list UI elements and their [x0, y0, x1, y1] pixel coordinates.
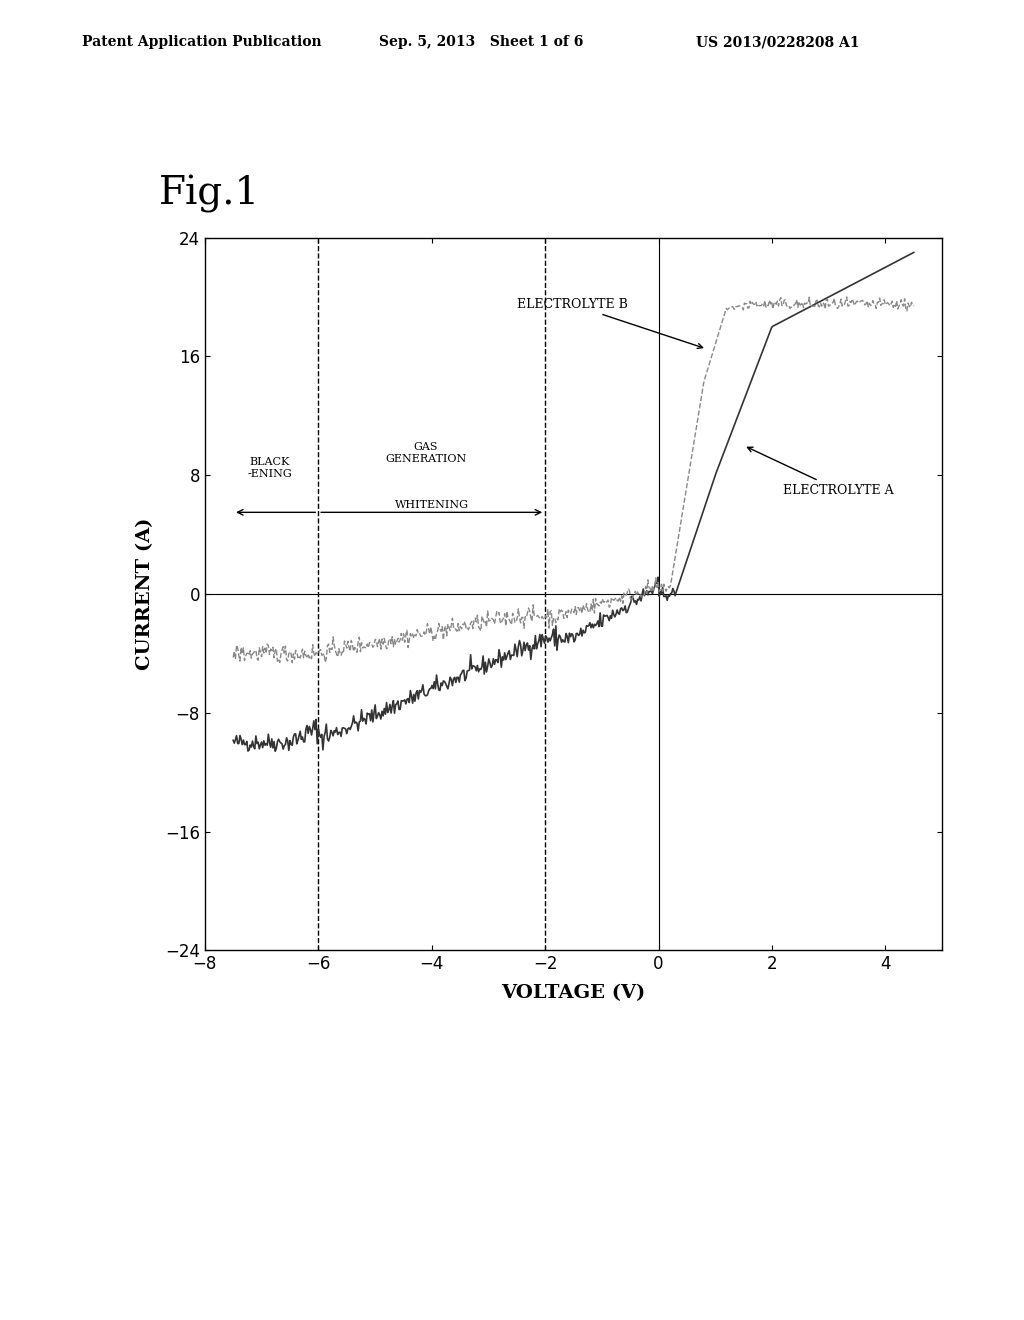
Text: ELECTROLYTE A: ELECTROLYTE A: [748, 447, 894, 496]
Text: Patent Application Publication: Patent Application Publication: [82, 36, 322, 49]
Text: ELECTROLYTE B: ELECTROLYTE B: [517, 298, 702, 348]
Text: Sep. 5, 2013   Sheet 1 of 6: Sep. 5, 2013 Sheet 1 of 6: [379, 36, 584, 49]
Text: US 2013/0228208 A1: US 2013/0228208 A1: [696, 36, 860, 49]
Text: BLACK
-ENING: BLACK -ENING: [248, 457, 293, 479]
Text: Fig.1: Fig.1: [159, 176, 260, 213]
Text: WHITENING: WHITENING: [394, 500, 469, 510]
Text: GAS
GENERATION: GAS GENERATION: [385, 442, 467, 463]
X-axis label: VOLTAGE (V): VOLTAGE (V): [502, 985, 645, 1002]
Y-axis label: CURRENT (A): CURRENT (A): [136, 517, 154, 671]
